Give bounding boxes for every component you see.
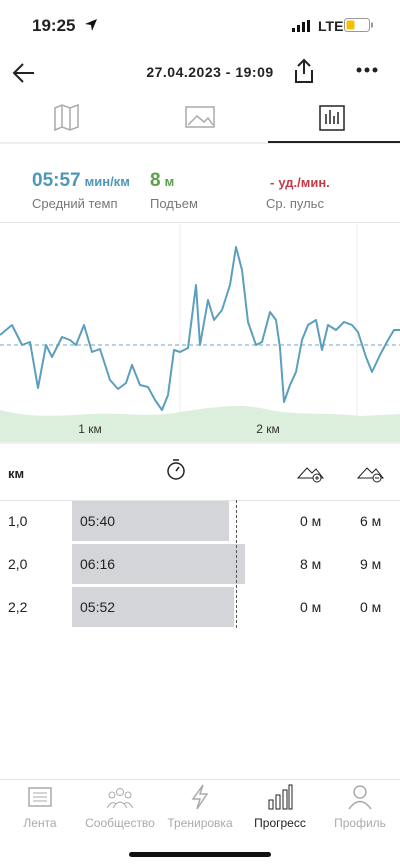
stat-value: -: [270, 175, 275, 190]
x-axis-label: 2 км: [256, 422, 280, 436]
split-descent: 0 м: [360, 599, 382, 615]
x-axis-label: 1 км: [78, 422, 102, 436]
header-title: 27.04.2023 - 19:09: [146, 64, 274, 80]
split-bar: [72, 587, 234, 627]
split-descent: 6 м: [360, 513, 382, 529]
tab-icon: [107, 788, 133, 809]
share-button[interactable]: [292, 58, 316, 84]
split-row: 1,0 05:40 0 м 6 м: [0, 501, 400, 541]
map-tab[interactable]: [54, 103, 79, 132]
tab-icon: [268, 784, 293, 810]
split-ascent: 0 м: [300, 513, 322, 529]
stat-pulse: - уд./мин.: [266, 174, 330, 192]
tab-label: Прогресс: [254, 816, 306, 830]
split-pace: 05:40: [80, 513, 116, 529]
divider: [0, 779, 400, 780]
location-icon: [85, 19, 97, 31]
chart-tab[interactable]: [319, 105, 345, 131]
status-time: 19:25: [32, 16, 76, 35]
signal-icon: [292, 20, 310, 32]
ascent-icon: [297, 467, 325, 483]
split-pace: 05:52: [80, 599, 116, 615]
stat-unit: мин/км: [84, 174, 130, 189]
tab-label: Тренировка: [167, 816, 233, 830]
split-bar: [72, 501, 229, 541]
stat-label: Подъем: [150, 196, 198, 211]
tab-profile[interactable]: Профиль: [320, 784, 400, 830]
split-ascent: 8 м: [300, 556, 322, 572]
stat-unit: м: [164, 174, 175, 189]
back-button[interactable]: [12, 62, 36, 84]
time-icon: [167, 459, 185, 480]
split-descent: 9 м: [360, 556, 382, 572]
split-row: 2,0 06:16 8 м 9 м: [0, 544, 400, 584]
stat-label: Средний темп: [32, 196, 118, 211]
stat-unit: уд./мин.: [278, 175, 330, 190]
split-km: 1,0: [8, 513, 28, 529]
stat-value: 05:57: [32, 170, 81, 191]
tab-progress[interactable]: Прогресс: [240, 784, 320, 830]
battery-icon: [344, 18, 373, 32]
tab-community[interactable]: Сообщество: [80, 784, 160, 830]
tab-label: Сообщество: [85, 816, 155, 830]
divider: [0, 500, 400, 501]
splits-header: км: [8, 466, 25, 481]
tab-icon: [191, 784, 209, 810]
stat-label: Ср. пульс: [266, 196, 324, 211]
split-km: 2,2: [8, 599, 28, 615]
tab-workout[interactable]: Тренировка: [160, 784, 240, 830]
more-button[interactable]: [356, 66, 378, 74]
photo-tab[interactable]: [185, 106, 215, 128]
tab-icon: [348, 785, 372, 810]
average-line: [236, 500, 237, 628]
view-tabs: [0, 103, 400, 144]
split-km: 2,0: [8, 556, 28, 572]
split-ascent: 0 м: [300, 599, 322, 615]
status-network: LTE: [318, 18, 344, 34]
descent-icon: [357, 467, 385, 483]
tab-icon: [28, 787, 52, 807]
tab-feed[interactable]: Лента: [0, 784, 80, 830]
split-pace: 06:16: [80, 556, 116, 572]
stat-pace: 05:57 мин/км: [32, 170, 130, 192]
split-row: 2,2 05:52 0 м 0 м: [0, 587, 400, 627]
tab-label: Профиль: [334, 816, 386, 830]
split-bar: [72, 544, 245, 584]
home-indicator: [129, 852, 271, 857]
tab-label: Лента: [23, 816, 57, 830]
stat-value: 8: [150, 170, 161, 191]
pace-chart: 1 км 2 км: [0, 222, 400, 444]
